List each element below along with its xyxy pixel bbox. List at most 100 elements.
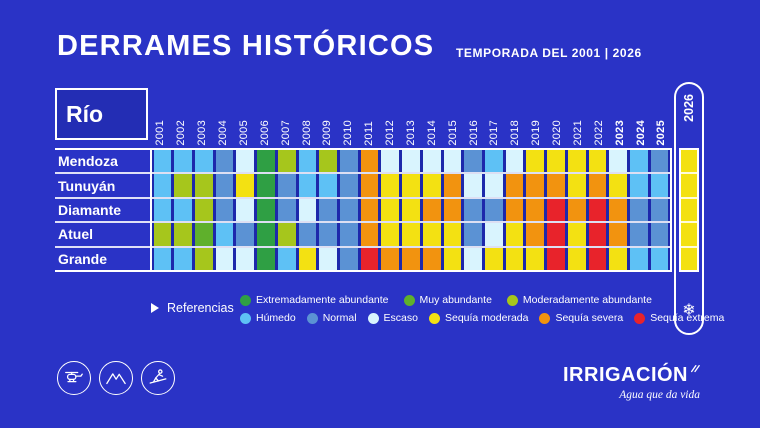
heatmap-cell bbox=[547, 198, 565, 222]
year-label: 2002 bbox=[175, 120, 188, 146]
heatmap-cell bbox=[277, 174, 296, 197]
heatmap-cell bbox=[650, 174, 669, 197]
heatmap-cell bbox=[526, 150, 545, 173]
heatmap-cell bbox=[153, 150, 172, 173]
heatmap-cell bbox=[153, 247, 172, 271]
heatmap-cell bbox=[298, 150, 317, 173]
heatmap-row-diamante bbox=[152, 198, 670, 224]
heatmap-cell bbox=[609, 198, 628, 222]
heatmap-cell bbox=[464, 247, 482, 271]
heatmap-cell bbox=[588, 174, 607, 197]
heatmap-cell bbox=[298, 223, 317, 246]
heatmap-cell bbox=[464, 174, 482, 197]
skier-icon bbox=[141, 361, 175, 395]
heatmap-cell bbox=[319, 198, 337, 222]
row-header-label: Río bbox=[66, 100, 104, 127]
heatmap-cell bbox=[402, 150, 420, 173]
heatmap-cell bbox=[319, 223, 337, 246]
heatmap-cell bbox=[257, 174, 275, 197]
river-label-mendoza: Mendoza bbox=[55, 150, 150, 175]
heatmap-cell bbox=[464, 223, 482, 246]
heatmap-cell bbox=[547, 223, 565, 246]
heatmap-cell bbox=[339, 223, 358, 246]
heatmap-cell bbox=[485, 247, 503, 271]
legend-swatch bbox=[240, 312, 251, 324]
legend-label: Sequía moderada bbox=[444, 312, 529, 324]
heatmap-cell bbox=[319, 247, 337, 271]
legend-swatch bbox=[306, 312, 318, 324]
heatmap-cell bbox=[526, 223, 545, 246]
legend-swatch bbox=[539, 312, 551, 324]
year-label: 2016 bbox=[467, 120, 480, 146]
brand-logo: IRRIGACIÓN Agua que da vida bbox=[563, 364, 700, 401]
heatmap-cell bbox=[360, 198, 379, 222]
legend-item: Extremadamente abundante bbox=[240, 294, 389, 306]
footer-icons bbox=[57, 361, 175, 395]
heatmap-cell bbox=[650, 198, 669, 222]
heatmap-cell bbox=[381, 174, 400, 197]
heatmap-cell bbox=[153, 198, 172, 222]
heatmap-cell bbox=[485, 198, 503, 222]
heatmap-cell bbox=[485, 223, 503, 246]
heatmap-cell bbox=[443, 150, 462, 173]
heatmap-cell bbox=[505, 223, 524, 246]
page-title: DERRAMES HISTÓRICOS bbox=[57, 30, 435, 62]
year-label: 2010 bbox=[342, 120, 355, 146]
brand-tagline: Agua que da vida bbox=[619, 389, 700, 401]
heatmap-cell bbox=[174, 198, 192, 222]
year-label: 2025 bbox=[655, 120, 668, 146]
heatmap-cell bbox=[443, 198, 462, 222]
capsule-cells bbox=[679, 148, 699, 272]
legend-label: Sequía severa bbox=[555, 312, 624, 324]
play-triangle-icon bbox=[151, 303, 159, 313]
legend-swatch bbox=[403, 294, 415, 306]
heatmap-cell bbox=[422, 174, 441, 197]
highlight-year-capsule bbox=[674, 82, 704, 335]
heatmap-cell bbox=[194, 223, 213, 246]
heatmap-cell bbox=[526, 247, 545, 271]
heatmap-cell bbox=[236, 174, 255, 197]
helicopter-icon bbox=[57, 361, 91, 395]
legend-item: Sequía severa bbox=[539, 312, 623, 324]
heatmap-cell bbox=[422, 223, 441, 246]
legend-item: Moderadamente abundante bbox=[506, 294, 652, 306]
heatmap-cell bbox=[381, 247, 400, 271]
heatmap-cell bbox=[681, 247, 697, 271]
heatmap-cell bbox=[567, 198, 586, 222]
year-label: 2020 bbox=[551, 120, 564, 146]
brand-mark-icon bbox=[691, 365, 700, 373]
heatmap-cell bbox=[153, 174, 172, 197]
legend-label: Normal bbox=[322, 312, 357, 324]
legend-label: Sequía extrema bbox=[650, 312, 725, 324]
year-label: 2017 bbox=[488, 120, 501, 146]
legend-title-block: Referencias bbox=[151, 301, 234, 315]
brand-name: IRRIGACIÓN bbox=[563, 364, 688, 386]
heatmap-cell bbox=[236, 247, 255, 271]
heatmap-cell bbox=[681, 223, 697, 248]
year-label: 2022 bbox=[592, 120, 605, 146]
heatmap-cell bbox=[588, 198, 607, 222]
heatmap-cell bbox=[681, 198, 697, 224]
heatmap-cell bbox=[402, 198, 420, 222]
heatmap-cell bbox=[174, 223, 192, 246]
heatmap-cell bbox=[360, 223, 379, 246]
heatmap-cell bbox=[630, 198, 648, 222]
legend-swatch bbox=[506, 294, 518, 306]
heatmap-cell bbox=[277, 223, 296, 246]
year-label: 2019 bbox=[530, 120, 543, 146]
year-label: 2004 bbox=[217, 120, 230, 146]
heatmap-row-atuel bbox=[152, 223, 670, 248]
heatmap-cell bbox=[609, 174, 628, 197]
heatmap-cell bbox=[567, 150, 586, 173]
year-label: 2012 bbox=[384, 120, 397, 146]
heatmap-cell bbox=[215, 223, 234, 246]
legend-label: Extremadamente abundante bbox=[256, 294, 389, 306]
legend-swatch bbox=[634, 312, 646, 324]
year-label: 2011 bbox=[363, 121, 376, 146]
river-label-diamante: Diamante bbox=[55, 199, 150, 224]
heatmap-cell bbox=[630, 223, 648, 246]
heatmap-cell bbox=[298, 198, 317, 222]
season-subtitle: TEMPORADA DEL 2001 | 2026 bbox=[456, 46, 642, 60]
heatmap-cell bbox=[609, 223, 628, 246]
legend-label: Húmedo bbox=[256, 312, 296, 324]
